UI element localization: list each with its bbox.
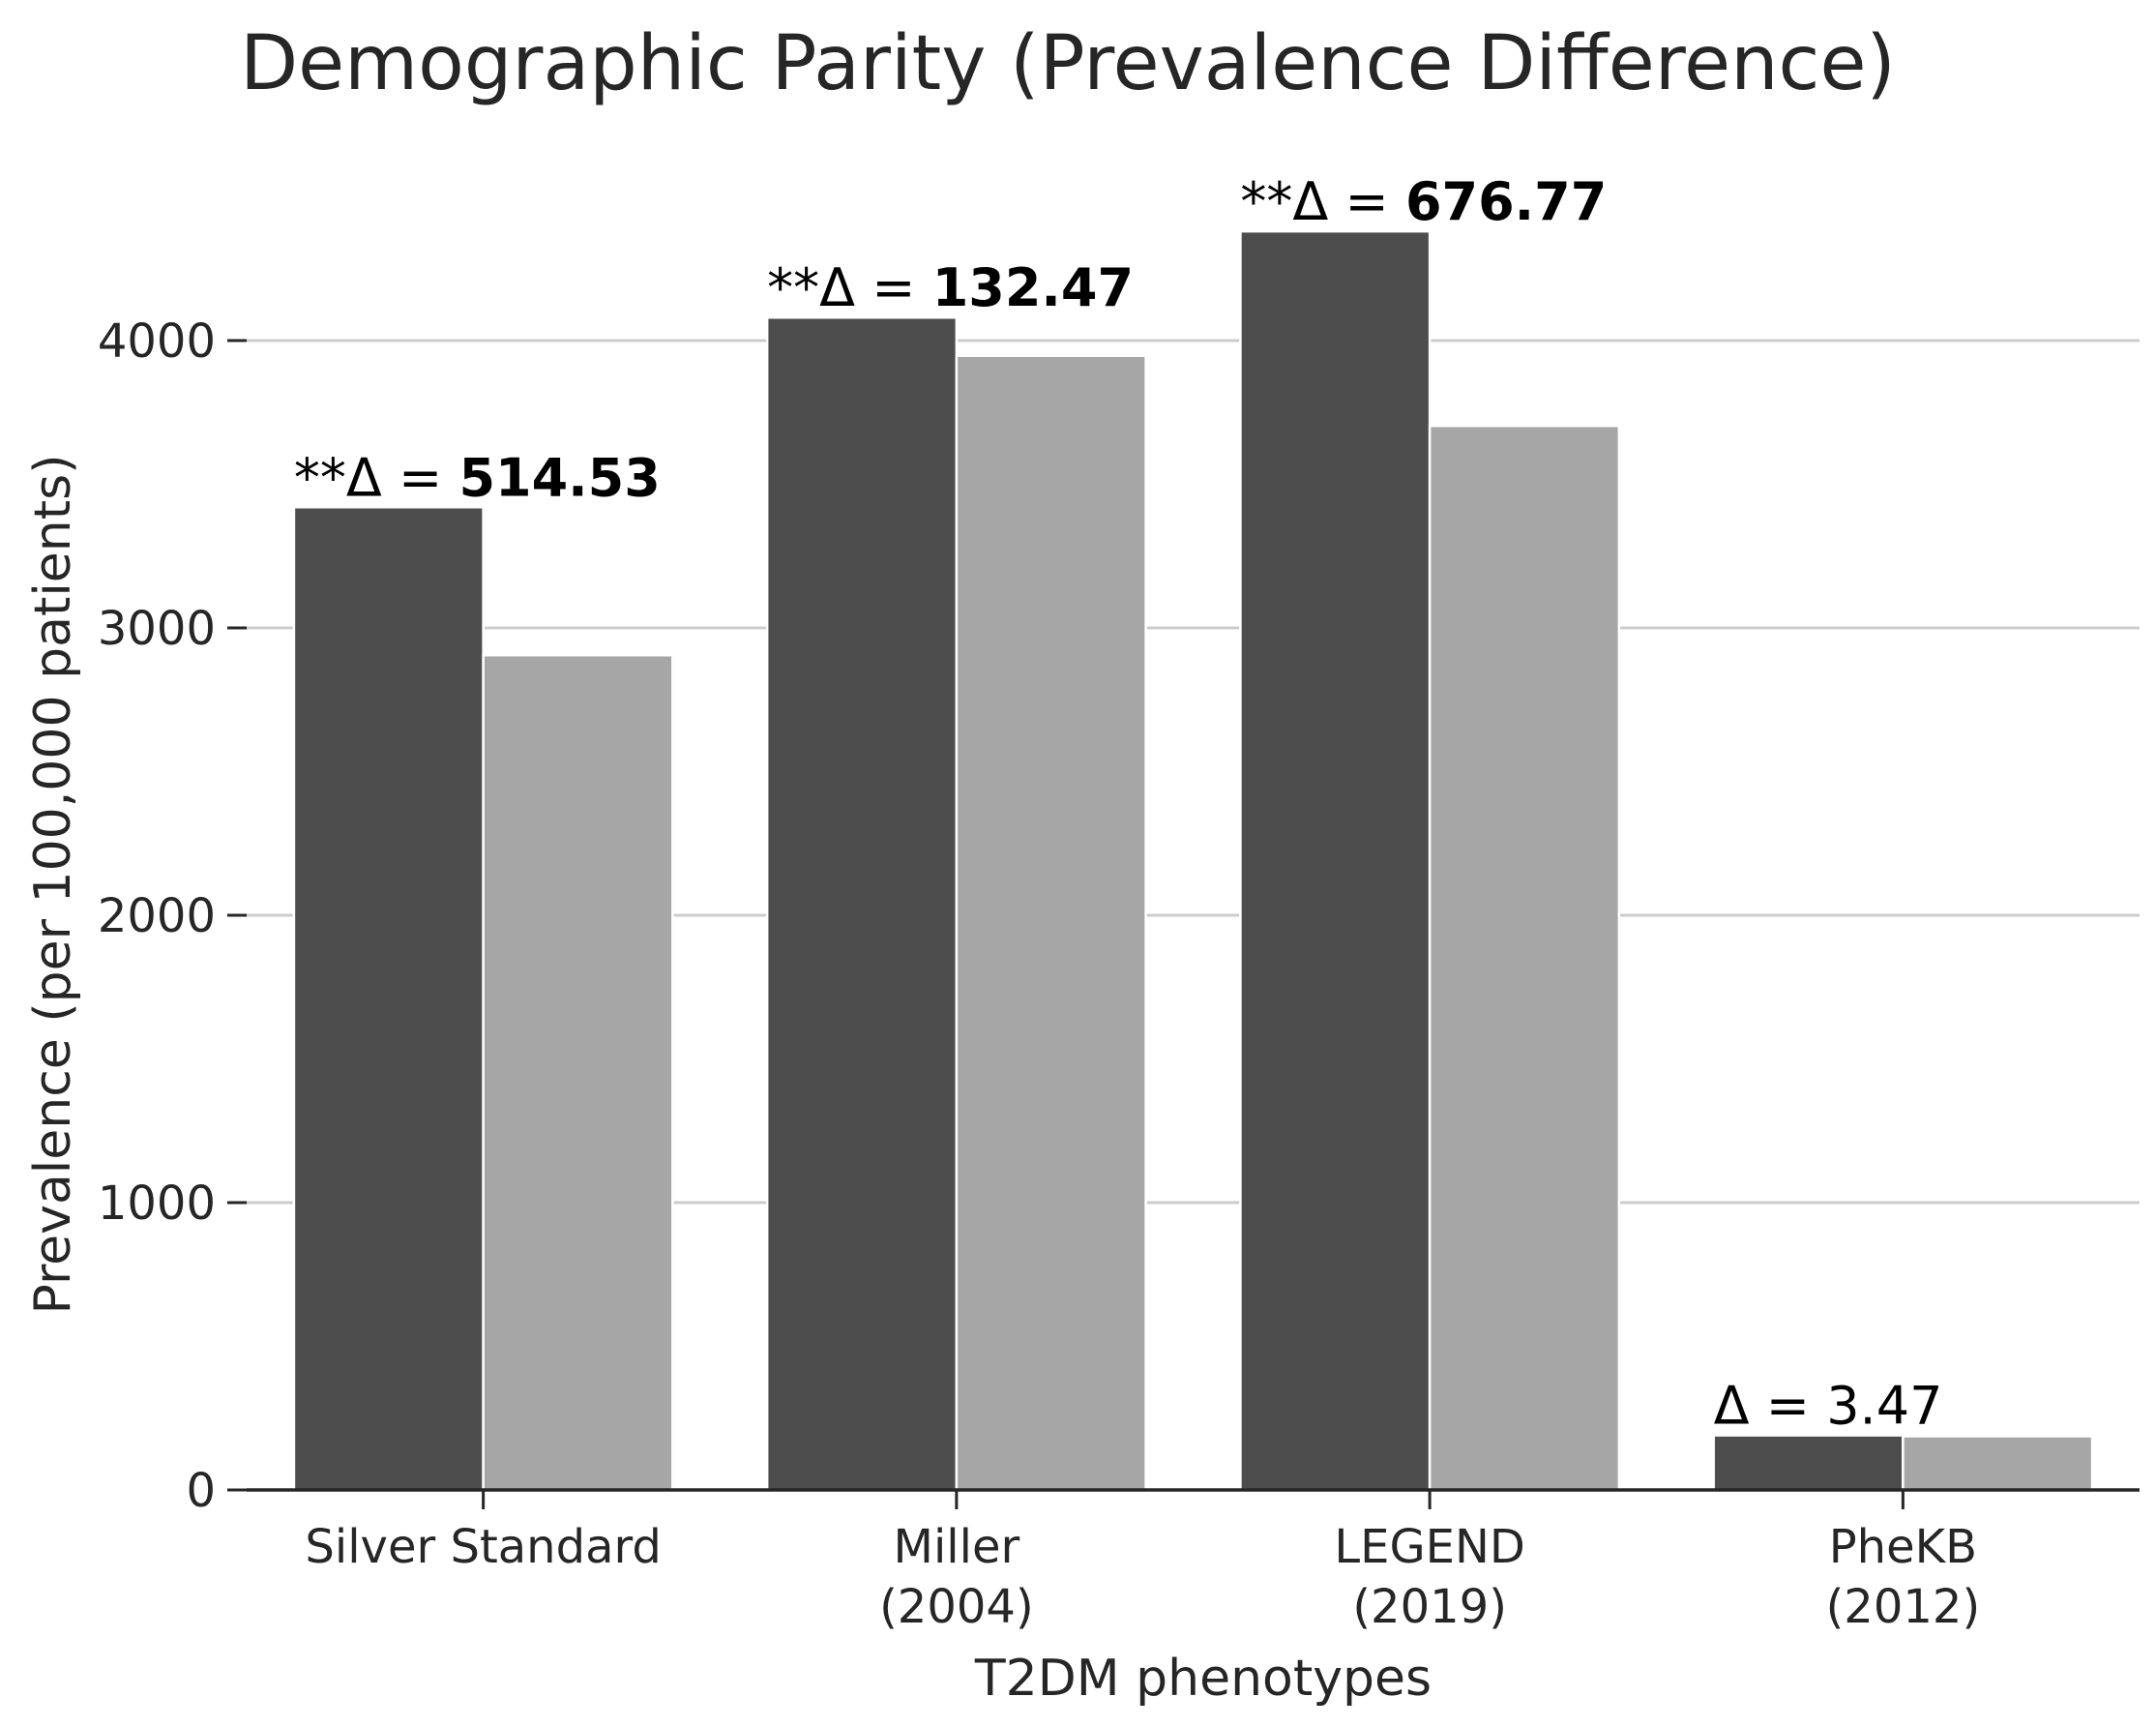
x-axis-label: T2DM phenotypes bbox=[974, 1650, 1432, 1708]
bar-group-b bbox=[1902, 1435, 2094, 1492]
y-tick-label: 0 bbox=[186, 1464, 216, 1518]
y-tick-label: 4000 bbox=[98, 314, 216, 369]
x-tick-label: PheKB bbox=[1829, 1520, 1977, 1574]
delta-annotation: **Δ = 132.47 bbox=[767, 257, 1134, 318]
bar-annotations: **Δ = 514.53 **Δ = 132.47 **Δ = 676.77 Δ = … bbox=[294, 171, 1943, 1436]
axes: 0 1000 2000 3000 4000 Silver Standard Miller (2… bbox=[98, 314, 2140, 1634]
x-tick-label: (2004) bbox=[879, 1580, 1034, 1634]
bar-group-b bbox=[1428, 424, 1621, 1492]
x-tick-label: Silver Standard bbox=[305, 1520, 661, 1574]
chart-title: Demographic Parity (Prevalence Differenc… bbox=[240, 20, 1896, 107]
y-tick-label: 1000 bbox=[98, 1176, 216, 1231]
bars bbox=[292, 229, 2094, 1492]
bar-group-a bbox=[292, 506, 485, 1492]
delta-annotation: **Δ = 514.53 bbox=[294, 447, 661, 508]
bar-group-a bbox=[1712, 1434, 1905, 1492]
bar-group-b bbox=[482, 653, 674, 1492]
y-axis-label: Prevalence (per 100,000 patients) bbox=[24, 454, 82, 1314]
y-tick-label: 3000 bbox=[98, 602, 216, 656]
bar-group-b bbox=[955, 354, 1147, 1492]
y-tick-label: 2000 bbox=[98, 889, 216, 943]
delta-annotation: **Δ = 676.77 bbox=[1240, 171, 1607, 232]
delta-annotation: Δ = 3.47 bbox=[1714, 1376, 1943, 1437]
bar-group-a bbox=[1239, 229, 1432, 1492]
x-tick-label: (2019) bbox=[1352, 1580, 1507, 1634]
x-tick-label: (2012) bbox=[1826, 1580, 1981, 1634]
bar-group-a bbox=[765, 315, 959, 1492]
x-tick-label: LEGEND bbox=[1334, 1520, 1524, 1574]
x-tick-label: Miller bbox=[894, 1520, 1020, 1574]
